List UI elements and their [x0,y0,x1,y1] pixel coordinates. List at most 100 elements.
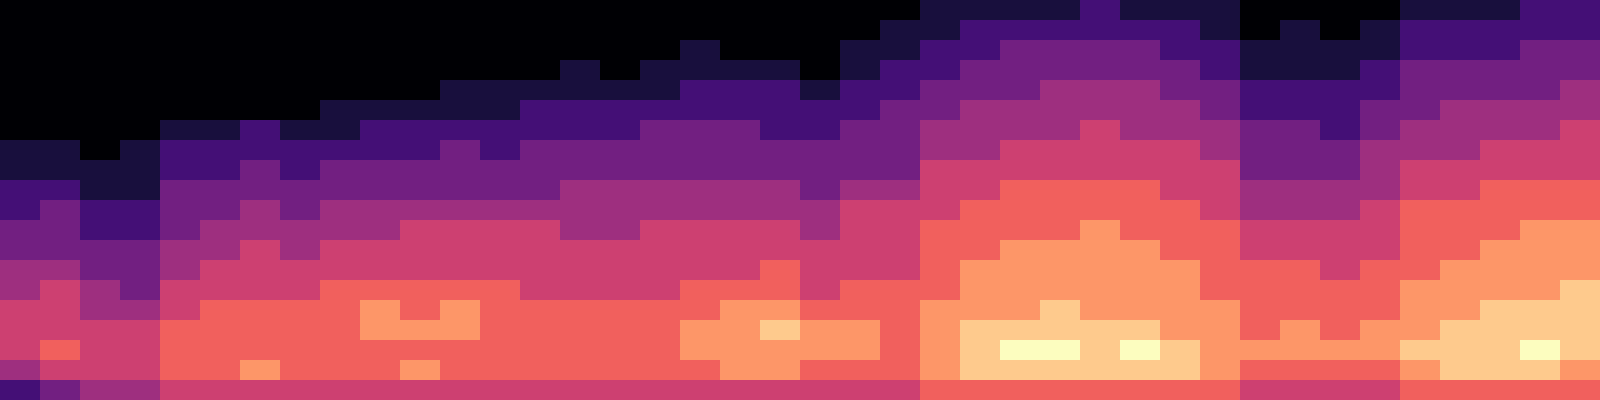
cell [840,260,881,281]
cell [1040,240,1081,261]
cell [760,80,801,101]
cell [560,100,601,121]
cell [800,120,841,141]
cell [1520,280,1561,301]
cell [800,260,841,281]
cell [1440,80,1481,101]
cell [1160,240,1201,261]
cell [760,0,801,21]
cell [400,200,441,221]
cell [1040,360,1081,381]
cell [1160,340,1201,361]
cell [1160,300,1201,321]
cell [1560,360,1600,381]
cell [880,0,921,21]
cell [0,140,41,161]
cell [1320,340,1361,361]
cell [600,360,641,381]
cell [360,140,401,161]
cell [1440,220,1481,241]
cell [120,0,161,21]
cell [1160,140,1201,161]
cell [1280,220,1321,241]
cell [1520,100,1561,121]
cell [320,220,361,241]
cell [200,340,241,361]
cell [960,180,1001,201]
cell [920,240,961,261]
cell [720,160,761,181]
cell [680,220,721,241]
cell [680,40,721,61]
cell [520,180,561,201]
cell [880,20,921,41]
cell [280,280,321,301]
cell [960,60,1001,81]
cell [1200,260,1241,281]
cell [360,300,401,321]
cell [160,100,201,121]
cell [1440,380,1481,400]
cell [280,0,321,21]
cell [840,20,881,41]
cell [80,260,121,281]
cell [480,40,521,61]
cell [600,320,641,341]
cell [1000,300,1041,321]
cell [280,160,321,181]
cell [560,120,601,141]
cell [640,340,681,361]
cell [200,160,241,181]
cell [480,180,521,201]
cell [960,200,1001,221]
cell [840,160,881,181]
cell [240,220,281,241]
cell [1120,340,1161,361]
cell [680,100,721,121]
cell [560,340,601,361]
cell [1440,100,1481,121]
cell [920,80,961,101]
cell [640,80,681,101]
cell [1360,300,1401,321]
cell [680,200,721,221]
cell [120,60,161,81]
cell [840,220,881,241]
cell [1040,80,1081,101]
cell [880,280,921,301]
cell [1520,80,1561,101]
cell [1200,200,1241,221]
cell [80,200,121,221]
cell [920,380,961,400]
cell [120,20,161,41]
cell [840,200,881,221]
cell [640,360,681,381]
cell [800,20,841,41]
cell [1480,240,1521,261]
cell [1200,160,1241,181]
cell [360,220,401,241]
cell [720,20,761,41]
cell [760,100,801,121]
cell [120,140,161,161]
cell [1560,40,1600,61]
cell [920,40,961,61]
cell [1400,40,1441,61]
cell [560,0,601,21]
cell [1320,380,1361,400]
cell [880,100,921,121]
cell [200,60,241,81]
cell [920,20,961,41]
cell [400,80,441,101]
cell [1560,260,1600,281]
cell [520,20,561,41]
cell [1320,160,1361,181]
cell [720,300,761,321]
cell [600,380,641,400]
cell [1120,120,1161,141]
cell [880,320,921,341]
cell [360,100,401,121]
cell [1400,260,1441,281]
cell [1000,280,1041,301]
cell [560,320,601,341]
